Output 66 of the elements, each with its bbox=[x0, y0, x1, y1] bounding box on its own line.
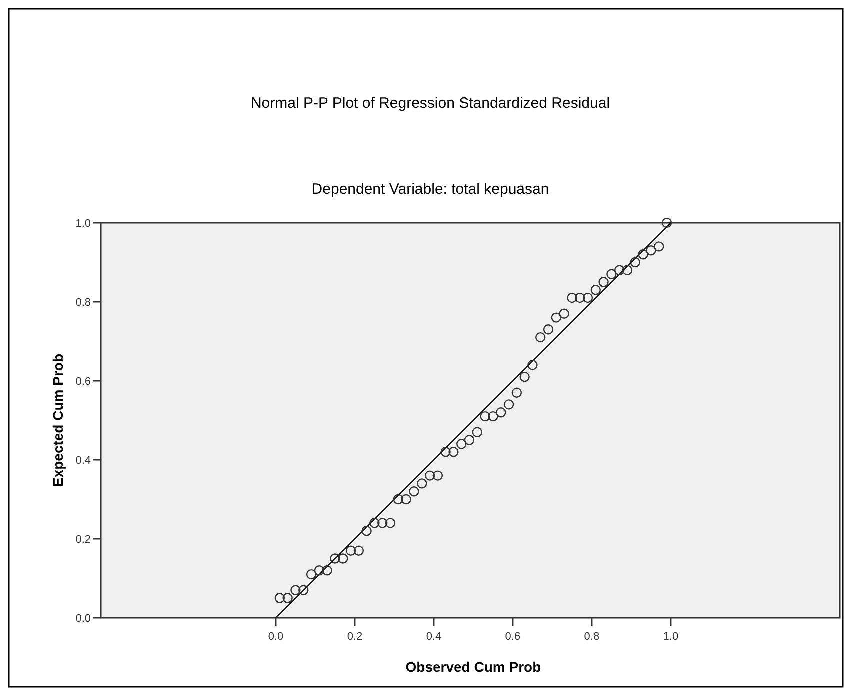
point bbox=[598, 277, 609, 288]
point bbox=[448, 447, 459, 458]
point bbox=[274, 593, 286, 604]
point bbox=[409, 486, 420, 497]
point bbox=[346, 546, 356, 556]
point bbox=[567, 292, 578, 304]
point bbox=[662, 218, 672, 228]
point bbox=[362, 526, 372, 536]
x-tick-label: 0.4 bbox=[426, 631, 442, 643]
y-tick-label: 0.8 bbox=[76, 297, 91, 309]
point bbox=[630, 257, 640, 268]
point bbox=[417, 478, 428, 489]
point bbox=[543, 324, 554, 335]
y-tick-label: 1.0 bbox=[76, 218, 91, 230]
x-tick-label: 1.0 bbox=[663, 631, 679, 643]
point bbox=[638, 250, 648, 260]
chart-title: Normal P-P Plot of Regression Standardized Residual bbox=[250, 95, 610, 112]
point bbox=[520, 372, 530, 382]
point bbox=[464, 435, 475, 446]
point bbox=[590, 285, 602, 296]
point bbox=[290, 585, 301, 596]
y-tick-label: 0.0 bbox=[76, 613, 91, 625]
point bbox=[504, 400, 514, 410]
point bbox=[322, 566, 332, 576]
point bbox=[472, 427, 483, 438]
point bbox=[385, 518, 396, 528]
x-axis-title: Observed Cum Prob bbox=[406, 659, 542, 675]
point bbox=[559, 308, 570, 319]
point bbox=[393, 494, 404, 505]
point bbox=[306, 569, 317, 580]
x-tick-label: 0.8 bbox=[584, 631, 600, 643]
point bbox=[314, 566, 325, 576]
point bbox=[551, 312, 562, 323]
point bbox=[440, 447, 451, 458]
point bbox=[512, 388, 522, 398]
point bbox=[480, 411, 490, 422]
point bbox=[424, 470, 436, 481]
point bbox=[575, 292, 586, 304]
point bbox=[528, 360, 538, 370]
point bbox=[282, 593, 293, 604]
point bbox=[606, 269, 617, 280]
point bbox=[614, 265, 625, 276]
point bbox=[654, 242, 664, 252]
chart-subtitle: Dependent Variable: total kepuasan bbox=[312, 181, 550, 198]
point bbox=[622, 265, 633, 276]
y-tick-label: 0.2 bbox=[76, 534, 91, 546]
point bbox=[488, 411, 498, 422]
point bbox=[496, 408, 506, 418]
point bbox=[330, 554, 340, 564]
point bbox=[456, 439, 467, 450]
x-tick-label: 0.6 bbox=[505, 631, 521, 643]
x-tick-label: 0.2 bbox=[347, 631, 363, 643]
point bbox=[378, 518, 388, 528]
x-tick-label: 0.0 bbox=[268, 631, 284, 643]
y-axis-title: Expected Cum Prob bbox=[50, 354, 66, 488]
point bbox=[370, 518, 380, 528]
point bbox=[401, 494, 412, 505]
y-tick-label: 0.4 bbox=[76, 455, 91, 467]
point bbox=[432, 470, 444, 481]
point bbox=[536, 332, 546, 343]
point bbox=[338, 554, 348, 564]
y-tick-label: 0.6 bbox=[76, 376, 91, 388]
point bbox=[354, 546, 364, 556]
point bbox=[298, 585, 309, 596]
point bbox=[646, 246, 656, 256]
point bbox=[582, 292, 594, 304]
